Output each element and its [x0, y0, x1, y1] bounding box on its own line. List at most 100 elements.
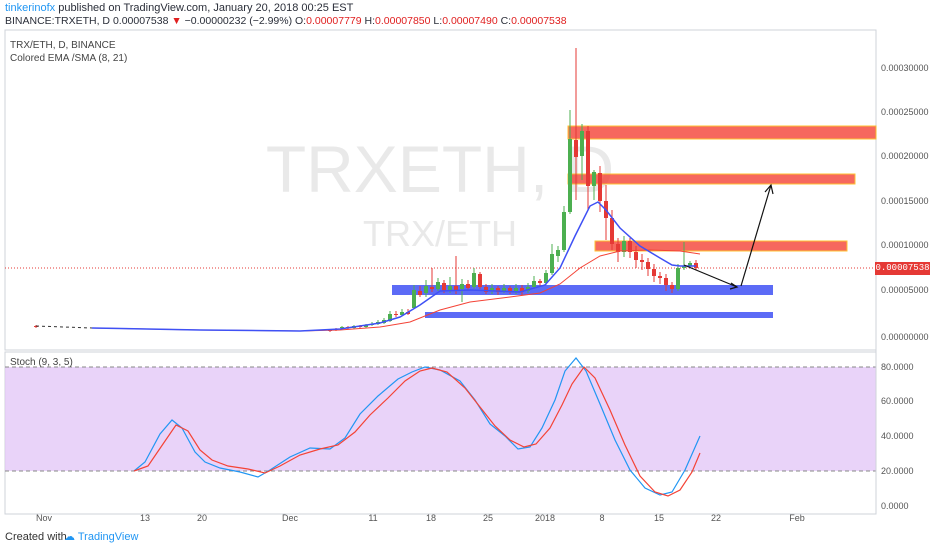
candle-body [430, 287, 434, 289]
time-tick: 11 [368, 513, 377, 523]
brand-label: TradingView [77, 531, 139, 543]
candle-body [478, 274, 482, 287]
time-axis: Nov 13 20 Dec 11 18 25 2018 8 15 22 Feb [36, 513, 805, 523]
candle-body [538, 281, 542, 283]
candle-body [628, 241, 632, 252]
tradingview-link[interactable]: ☁ TradingView [64, 530, 138, 543]
candle-body [598, 173, 602, 201]
price-tick: 0.00015000 [881, 196, 929, 206]
stoch-tick: 0.0000 [881, 501, 909, 511]
price-tick: 0.00005000 [881, 285, 929, 295]
candle-body [616, 244, 620, 252]
candle-body [568, 139, 572, 212]
candle-body [394, 314, 398, 315]
stoch-legend: Stoch (9, 3, 5) [10, 357, 73, 368]
candle-body [664, 278, 668, 285]
time-tick: Dec [282, 513, 299, 523]
candle-body [502, 288, 506, 291]
projection-arrow-down[interactable] [683, 264, 738, 288]
down-arrow-icon: ▼ [171, 15, 182, 27]
candle-body [586, 131, 590, 186]
stoch-band [5, 367, 876, 471]
candle-body [412, 290, 416, 308]
price-tick: 0.00025000 [881, 107, 929, 117]
candle-body [520, 288, 524, 292]
time-tick: 8 [599, 513, 604, 523]
candle-body [340, 327, 344, 328]
candle-body [670, 285, 674, 289]
stoch-tick: 80.0000 [881, 362, 914, 372]
symbol-label: BINANCE:TRXETH, D [5, 15, 111, 27]
candle-body [388, 314, 392, 321]
low-label: L: [433, 15, 443, 27]
support-zone-lower[interactable] [425, 312, 773, 318]
candle-body [496, 288, 500, 292]
time-tick: 15 [654, 513, 664, 523]
current-price-badge: 0.00007538 [875, 262, 930, 275]
time-tick: 18 [426, 513, 436, 523]
chart-canvas[interactable]: TRXETH, D TRX/ETH 0.00030000 0.00025000 … [0, 28, 932, 525]
candle-body [472, 273, 476, 287]
open-label: O: [295, 15, 307, 27]
resistance-zone-mid[interactable] [567, 173, 856, 185]
candle-body [688, 263, 692, 266]
cloud-icon: ☁ [64, 531, 75, 543]
support-zone-upper[interactable] [392, 285, 773, 295]
projection-arrow-up[interactable] [740, 184, 772, 287]
candle-body [424, 286, 428, 293]
stoch-axis: 80.0000 60.0000 40.0000 20.0000 0.0000 [881, 362, 914, 511]
high-label: H: [364, 15, 376, 27]
price-tick: 0.00000000 [881, 332, 929, 342]
symbol-legend: TRX/ETH, D, BINANCE [10, 40, 116, 51]
main-pane[interactable] [4, 29, 877, 351]
time-tick: 20 [197, 513, 207, 523]
candle-body [364, 325, 368, 327]
close-value: 0.00007538 [511, 15, 567, 27]
time-tick: 25 [483, 513, 493, 523]
arrow-head-down-icon [729, 282, 739, 290]
stoch-d-line [133, 366, 701, 497]
price-tick: 0.00010000 [881, 240, 929, 250]
created-with-text: Created with [5, 531, 67, 543]
candle-body [652, 269, 656, 276]
chart-header: tinkerinofx published on TradingView.com… [0, 0, 932, 28]
candle-body [448, 286, 452, 290]
resistance-zone-low[interactable] [594, 240, 848, 252]
candle-body [460, 284, 464, 289]
ohlc-line: BINANCE:TRXETH, D 0.00007538 ▼ −0.000002… [5, 15, 567, 27]
price-tick: 0.00020000 [881, 151, 929, 161]
author-link[interactable]: tinkerinofx [5, 2, 56, 14]
stoch-tick: 60.0000 [881, 396, 914, 406]
publish-info: tinkerinofx published on TradingView.com… [5, 2, 353, 14]
candle-body [490, 288, 494, 291]
candle-body [640, 260, 644, 262]
low-value: 0.00007490 [442, 15, 498, 27]
close-label: C: [500, 15, 512, 27]
time-tick: Nov [36, 513, 53, 523]
candle-body [592, 172, 596, 186]
indicator-legend: Colored EMA /SMA (8, 21) [10, 53, 128, 64]
arrow-head-up-icon [764, 183, 774, 195]
candle-body [646, 262, 650, 269]
stoch-tick: 20.0000 [881, 466, 914, 476]
stoch-tick: 40.0000 [881, 431, 914, 441]
price-tick: 0.00030000 [881, 63, 929, 73]
candles [34, 48, 698, 332]
published-text: published on TradingView.com, January 20… [58, 2, 354, 14]
candle-body [418, 291, 422, 295]
last-price: 0.00007538 [112, 15, 169, 27]
candle-body [550, 254, 554, 273]
candle-body [634, 252, 638, 260]
ema-line [91, 201, 696, 332]
time-tick: Feb [789, 513, 805, 523]
candle-body [622, 241, 626, 252]
footer: Created with ☁ TradingView [0, 527, 932, 550]
candle-body [580, 131, 584, 156]
candle-body [544, 273, 548, 283]
candle-body [682, 266, 686, 268]
candle-body [484, 287, 488, 292]
high-value: 0.00007850 [375, 15, 431, 27]
candle-body [532, 281, 536, 287]
resistance-zone-top[interactable] [567, 125, 877, 140]
candle-body [466, 284, 470, 288]
